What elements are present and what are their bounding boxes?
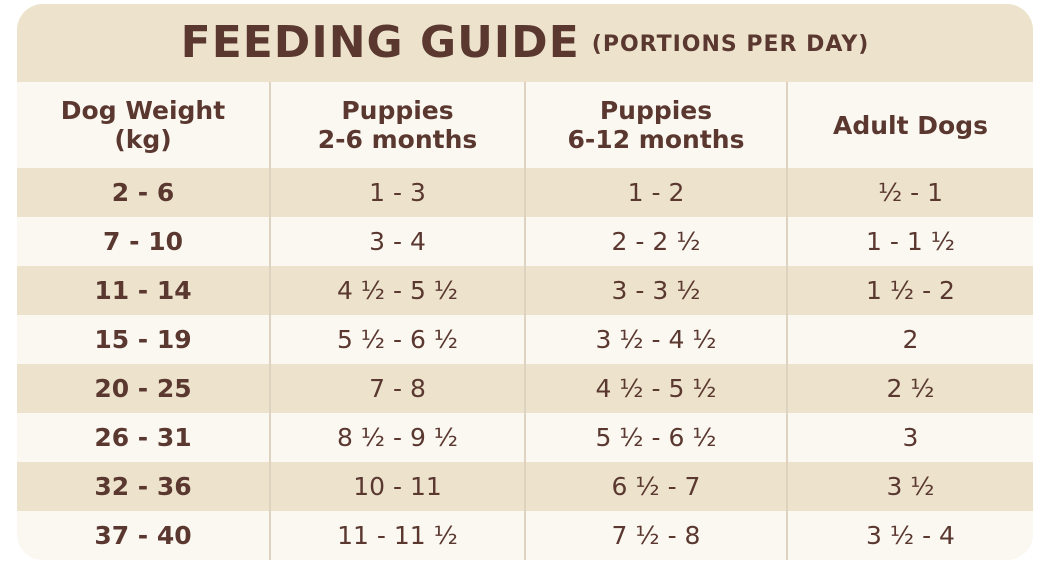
adult-dogs-cell: 3 (786, 413, 1033, 462)
table-row: 37 - 40 11 - 11 ½ 7 ½ - 8 3 ½ - 4 (17, 511, 1033, 560)
title-bar: FEEDING GUIDE (PORTIONS PER DAY) (17, 4, 1033, 82)
table-row: 20 - 25 7 - 8 4 ½ - 5 ½ 2 ½ (17, 364, 1033, 413)
page-title: FEEDING GUIDE (180, 17, 580, 68)
header-row: Dog Weight (kg) Puppies 2-6 months Puppi… (17, 82, 1033, 168)
puppies-2-6-cell: 10 - 11 (269, 462, 525, 511)
puppies-2-6-cell: 3 - 4 (269, 217, 525, 266)
adult-dogs-cell: 3 ½ - 4 (786, 511, 1033, 560)
header-dog-weight-line1: Dog Weight (60, 96, 226, 125)
adult-dogs-cell: ½ - 1 (786, 168, 1033, 217)
puppies-6-12-cell: 5 ½ - 6 ½ (524, 413, 787, 462)
weight-cell: 37 - 40 (17, 511, 270, 560)
adult-dogs-cell: 2 ½ (786, 364, 1033, 413)
weight-cell: 11 - 14 (17, 266, 270, 315)
weight-cell: 20 - 25 (17, 364, 270, 413)
header-puppies-2-6-line1: Puppies (341, 96, 454, 125)
header-puppies-6-12-line2: 6-12 months (567, 125, 745, 154)
header-puppies-6-12-line1: Puppies (599, 96, 713, 125)
feeding-table: Dog Weight (kg) Puppies 2-6 months Puppi… (17, 82, 1033, 560)
header-dog-weight: Dog Weight (kg) (17, 82, 270, 168)
header-puppies-2-6: Puppies 2-6 months (269, 82, 525, 168)
puppies-6-12-cell: 1 - 2 (524, 168, 787, 217)
weight-cell: 7 - 10 (17, 217, 270, 266)
weight-cell: 15 - 19 (17, 315, 270, 364)
header-dog-weight-line2: (kg) (114, 125, 172, 154)
adult-dogs-cell: 1 - 1 ½ (786, 217, 1033, 266)
puppies-2-6-cell: 7 - 8 (269, 364, 525, 413)
puppies-6-12-cell: 2 - 2 ½ (524, 217, 787, 266)
table-row: 11 - 14 4 ½ - 5 ½ 3 - 3 ½ 1 ½ - 2 (17, 266, 1033, 315)
weight-cell: 32 - 36 (17, 462, 270, 511)
puppies-6-12-cell: 7 ½ - 8 (524, 511, 787, 560)
page-subtitle: (PORTIONS PER DAY) (591, 32, 870, 57)
puppies-6-12-cell: 4 ½ - 5 ½ (524, 364, 787, 413)
table-row: 32 - 36 10 - 11 6 ½ - 7 3 ½ (17, 462, 1033, 511)
header-puppies-6-12: Puppies 6-12 months (524, 82, 787, 168)
adult-dogs-cell: 1 ½ - 2 (786, 266, 1033, 315)
puppies-2-6-cell: 11 - 11 ½ (269, 511, 525, 560)
puppies-2-6-cell: 8 ½ - 9 ½ (269, 413, 525, 462)
table-row: 15 - 19 5 ½ - 6 ½ 3 ½ - 4 ½ 2 (17, 315, 1033, 364)
table-row: 2 - 6 1 - 3 1 - 2 ½ - 1 (17, 168, 1033, 217)
header-puppies-2-6-line2: 2-6 months (317, 125, 478, 154)
puppies-2-6-cell: 5 ½ - 6 ½ (269, 315, 525, 364)
puppies-2-6-cell: 1 - 3 (269, 168, 525, 217)
feeding-guide-card: FEEDING GUIDE (PORTIONS PER DAY) Dog Wei… (17, 4, 1033, 560)
header-adult-dogs: Adult Dogs (786, 82, 1033, 168)
adult-dogs-cell: 3 ½ (786, 462, 1033, 511)
table-row: 26 - 31 8 ½ - 9 ½ 5 ½ - 6 ½ 3 (17, 413, 1033, 462)
weight-cell: 2 - 6 (17, 168, 270, 217)
puppies-2-6-cell: 4 ½ - 5 ½ (269, 266, 525, 315)
puppies-6-12-cell: 3 ½ - 4 ½ (524, 315, 787, 364)
puppies-6-12-cell: 3 - 3 ½ (524, 266, 787, 315)
table-row: 7 - 10 3 - 4 2 - 2 ½ 1 - 1 ½ (17, 217, 1033, 266)
puppies-6-12-cell: 6 ½ - 7 (524, 462, 787, 511)
weight-cell: 26 - 31 (17, 413, 270, 462)
header-adult-dogs-line1: Adult Dogs (833, 110, 988, 140)
adult-dogs-cell: 2 (786, 315, 1033, 364)
